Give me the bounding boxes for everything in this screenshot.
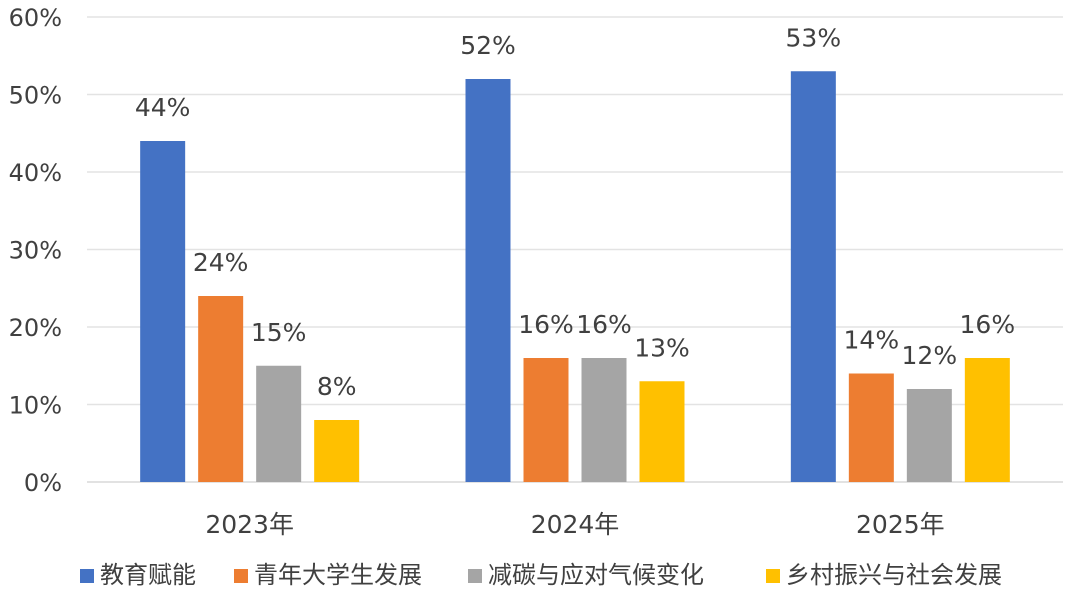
data-label: 52% [460, 31, 516, 60]
y-tick-label: 60% [9, 4, 62, 32]
legend-label: 减碳与应对气候变化 [488, 561, 704, 589]
legend-item: 青年大学生发展 [234, 561, 422, 589]
legend-item: 乡村振兴与社会发展 [766, 561, 1002, 589]
bars [140, 71, 1010, 482]
x-tick-label: 2023年 [205, 510, 294, 539]
data-label: 13% [634, 333, 690, 362]
x-tick-label: 2025年 [856, 510, 945, 539]
bar [256, 365, 302, 482]
data-labels: 44%24%15%8%52%16% 16%13%53%14%12%16% [135, 23, 1015, 401]
y-tick-label: 40% [9, 159, 62, 187]
legend: 教育赋能 青年大学生发展 减碳与应对气候变化 乡村振兴与社会发展 [80, 561, 1002, 589]
data-label: 16% [576, 310, 632, 339]
legend-item: 减碳与应对气候变化 [468, 561, 704, 589]
y-tick-label: 30% [9, 237, 62, 265]
legend-item: 教育赋能 [80, 561, 196, 589]
legend-swatch [766, 569, 780, 583]
bar [639, 381, 685, 482]
legend-label: 青年大学生发展 [254, 561, 422, 589]
legend-swatch [80, 569, 94, 583]
bar [906, 389, 952, 482]
data-label: 16% [960, 310, 1016, 339]
legend-swatch [234, 569, 248, 583]
bar [523, 358, 569, 482]
legend-swatch [468, 569, 482, 583]
data-label: 53% [786, 23, 842, 52]
bar [790, 71, 836, 482]
bar [465, 79, 511, 482]
legend-label: 乡村振兴与社会发展 [786, 561, 1002, 589]
bar [581, 358, 627, 482]
data-label: 14% [844, 326, 900, 355]
y-tick-label: 50% [9, 82, 62, 110]
bar [964, 358, 1010, 482]
data-label: 44% [135, 93, 191, 122]
bar [314, 420, 360, 482]
y-axis-tick-labels: 0% 10% 20% 30% 40% 50% 60% [9, 4, 62, 497]
x-axis-tick-labels: 2023年 2024年 2025年 [205, 510, 944, 539]
data-label: 16% [518, 310, 574, 339]
gridlines [87, 16, 1063, 483]
x-tick-label: 2024年 [531, 510, 620, 539]
data-label: 24% [193, 248, 249, 277]
legend-label: 教育赋能 [100, 561, 196, 589]
data-label: 12% [902, 341, 958, 370]
bar [848, 373, 894, 482]
bar [140, 141, 186, 482]
data-label: 8% [317, 372, 357, 401]
y-tick-label: 0% [24, 469, 62, 497]
bar [198, 296, 244, 482]
data-label: 15% [251, 318, 307, 347]
y-tick-label: 20% [9, 314, 62, 342]
y-tick-label: 10% [9, 392, 62, 420]
